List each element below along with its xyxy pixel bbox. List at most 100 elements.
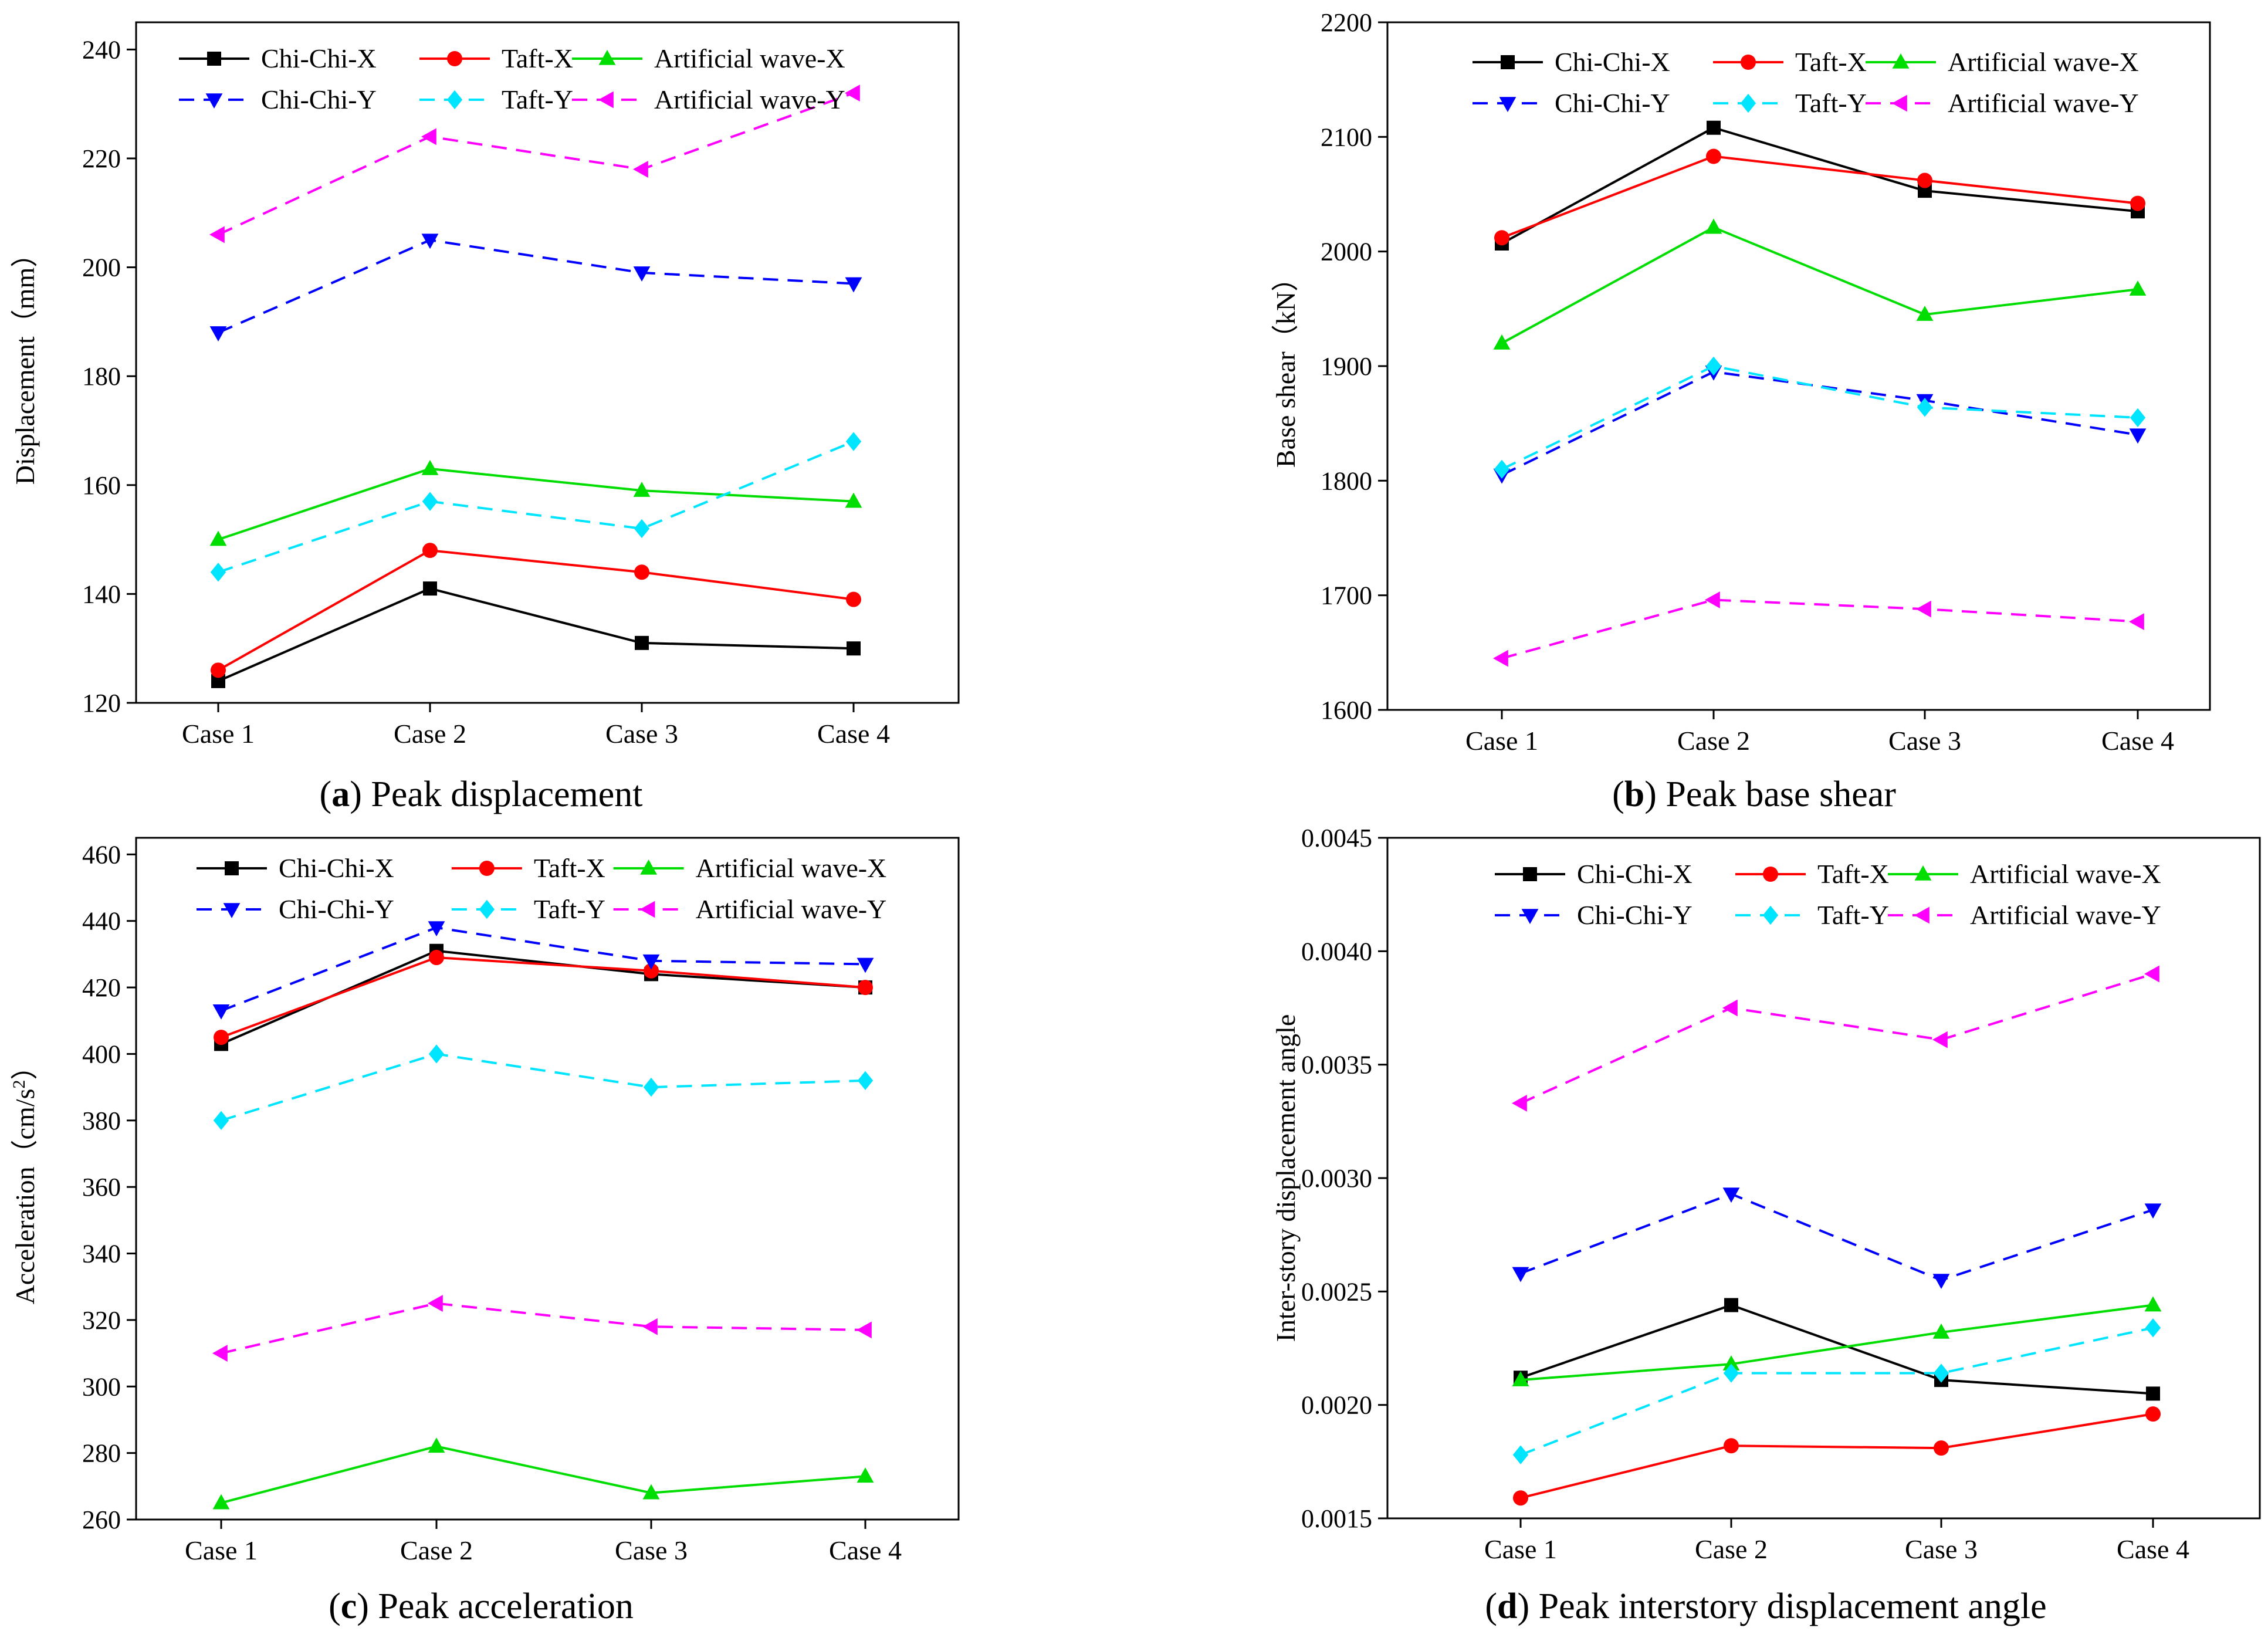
legend-label: Taft-Y <box>1817 900 1889 930</box>
x-tick-label: Case 1 <box>185 1535 258 1565</box>
panel-c: 260 280 300 320 340 360 380 400 420 440 460 Case 1 C… <box>9 837 960 1626</box>
panel-a: 120 140 160 180 200 220 240 Case 1 Case 2 Case 3 C… <box>10 21 960 814</box>
y-tick-label: 300 <box>82 1372 121 1401</box>
legend-marker <box>1914 865 1932 881</box>
y-tick-label: 220 <box>82 144 121 173</box>
series-chi-chi-x <box>211 581 861 688</box>
series-taft-y <box>1494 356 2146 479</box>
series-line <box>1501 126 2138 245</box>
series-taft-y <box>1512 1318 2161 1464</box>
data-point <box>421 459 439 475</box>
data-point <box>1512 1371 1529 1386</box>
legend-label: Chi-Chi-X <box>1555 47 1670 77</box>
data-point <box>1918 184 1932 198</box>
series-line <box>1501 155 2138 239</box>
legend-marker <box>1892 53 1910 69</box>
data-point <box>1705 218 1722 234</box>
data-point <box>1512 1445 1529 1464</box>
y-tick-label: 0.0025 <box>1301 1277 1372 1306</box>
data-point <box>428 1437 445 1453</box>
data-point <box>2145 1406 2161 1422</box>
legend-marker <box>479 861 495 876</box>
data-point <box>2129 428 2147 444</box>
series-line <box>1501 598 2138 660</box>
x-tick-label: Case 1 <box>1484 1534 1557 1564</box>
legend-label: Taft-X <box>1817 859 1889 889</box>
legend-label: Chi-Chi-X <box>1577 859 1692 889</box>
series-line <box>1520 973 2154 1105</box>
legend-marker <box>1499 97 1516 112</box>
series-artificial-wave-y <box>1493 591 2144 667</box>
legend: Chi-Chi-X Taft-X Artificial wave-X Chi-Chi-… <box>197 853 886 924</box>
data-point <box>858 980 873 996</box>
data-point <box>1932 1274 1950 1289</box>
data-point <box>846 591 861 607</box>
series-line <box>221 1053 866 1122</box>
series-taft-x <box>211 543 861 678</box>
y-tick-label: 0.0040 <box>1301 937 1372 966</box>
y-tick-label: 120 <box>82 689 121 718</box>
data-point <box>847 641 861 656</box>
data-point <box>1706 148 1721 164</box>
legend-marker <box>598 91 614 109</box>
legend-marker <box>598 50 616 65</box>
y-tick-label: 440 <box>82 907 121 936</box>
plot-frame <box>135 21 960 704</box>
legend-label: Taft-Y <box>1795 88 1867 118</box>
x-tick-label: Case 4 <box>2117 1534 2189 1564</box>
data-point <box>643 1077 659 1097</box>
legend: Chi-Chi-X Taft-X Artificial wave-X Chi-Chi-… <box>1495 859 2161 930</box>
data-point <box>428 1044 445 1064</box>
y-tick-label: 460 <box>82 840 121 869</box>
y-tick-label: 340 <box>82 1240 121 1268</box>
legend-label: Chi-Chi-Y <box>1555 88 1670 118</box>
legend-label: Taft-X <box>1795 47 1867 77</box>
series-artificial-wave-y <box>209 84 860 243</box>
y-tick-label: 2100 <box>1321 123 1372 151</box>
legend-marker <box>640 860 658 875</box>
legend-label: Taft-X <box>534 853 605 883</box>
data-point <box>1916 600 1931 618</box>
data-point <box>634 564 649 580</box>
legend-marker <box>479 899 495 919</box>
data-point <box>2144 1296 2162 1312</box>
y-tick-label: 0.0035 <box>1301 1051 1372 1080</box>
legend-marker <box>205 93 223 109</box>
legend-marker <box>223 903 241 918</box>
x-tick-label: Case 3 <box>615 1535 688 1565</box>
y-tick-label: 420 <box>82 973 121 1002</box>
data-point <box>857 957 874 973</box>
data-point <box>1723 1363 1739 1383</box>
data-point <box>428 921 445 937</box>
data-point <box>857 1321 872 1339</box>
panel-b: 1600 1700 1800 1900 2000 2100 2200 Case 1 Case 2… <box>1271 8 2211 814</box>
panel-caption: (b) Peak base shear <box>1612 774 1896 814</box>
series-line <box>1501 364 2138 471</box>
legend-label: Artificial wave-Y <box>654 84 845 114</box>
series-chi-chi-x <box>1514 1298 2160 1401</box>
data-point <box>214 1030 229 1045</box>
series-artificial-wave-x <box>209 459 862 546</box>
legend-label: Taft-X <box>502 43 573 73</box>
legend: Chi-Chi-X Taft-X Artificial wave-X Chi-Chi-… <box>179 43 845 114</box>
data-point <box>1934 1440 1949 1456</box>
data-point <box>421 234 439 249</box>
y-axis-label: Acceleration（cm/s2） <box>9 1053 40 1305</box>
legend-marker <box>1740 93 1756 113</box>
x-tick-label: Case 3 <box>605 719 678 749</box>
data-point <box>642 1318 658 1335</box>
legend-label: Artificial wave-Y <box>1970 900 2161 930</box>
series-taft-y <box>210 432 862 582</box>
data-point <box>1917 398 1933 417</box>
data-point <box>1705 591 1720 608</box>
legend-marker <box>1501 55 1515 69</box>
y-axis-label: Displacement（mm） <box>10 241 40 485</box>
data-point <box>209 530 227 546</box>
y-tick-label: 180 <box>82 362 121 391</box>
legend-label: Chi-Chi-X <box>279 853 394 883</box>
series-line <box>1501 226 2138 344</box>
legend-label: Taft-Y <box>502 84 573 114</box>
data-point <box>634 519 650 539</box>
data-point <box>210 563 226 582</box>
panel-caption: (d) Peak interstory displacement angle <box>1485 1586 2046 1626</box>
